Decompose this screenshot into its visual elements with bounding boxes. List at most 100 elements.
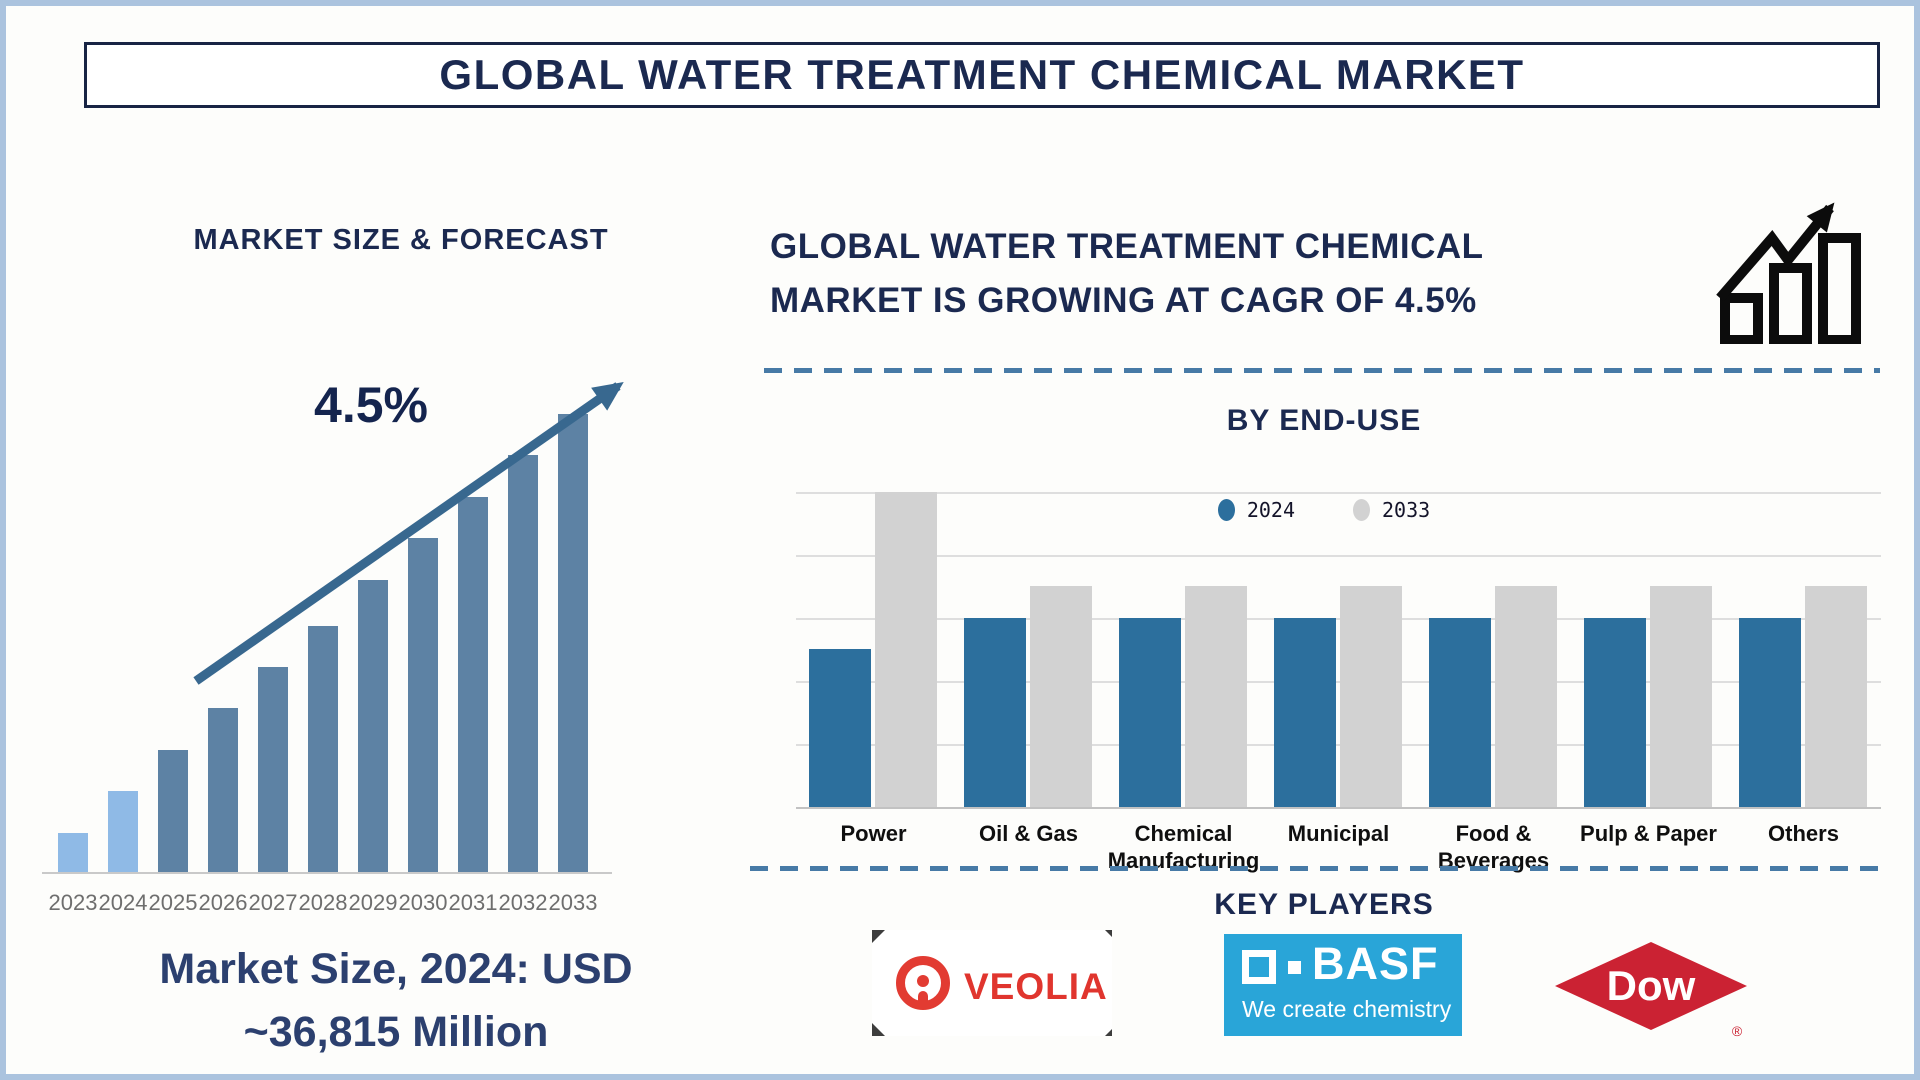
forecast-bar-2033 — [558, 414, 588, 874]
forecast-bar-2024 — [108, 791, 138, 874]
dow-diamond-icon — [1555, 942, 1747, 1030]
cagr-annotation: 4.5% — [314, 377, 428, 433]
key-players-title: KEY PLAYERS — [1214, 888, 1434, 921]
enduse-gridline — [796, 618, 1881, 620]
growth-bars-arrow-icon — [1716, 202, 1861, 344]
forecast-year-label: 2032 — [498, 890, 548, 915]
enduse-bar-2024 — [809, 649, 871, 807]
enduse-bar-2024 — [1429, 618, 1491, 807]
forecast-year-label: 2029 — [348, 890, 398, 915]
legend-label-2024: 2024 — [1246, 498, 1295, 522]
enduse-category-label: Municipal — [1287, 821, 1390, 846]
enduse-group-food-beverages — [1416, 492, 1571, 807]
forecast-year-label: 2025 — [148, 890, 198, 915]
enduse-group-municipal — [1261, 492, 1416, 807]
enduse-group-others — [1726, 492, 1881, 807]
enduse-bar-2033 — [1030, 586, 1092, 807]
enduse-bar-2033 — [1805, 586, 1867, 807]
enduse-bar-2033 — [1495, 586, 1557, 807]
crop-mark-icon — [1105, 1029, 1112, 1036]
cagr-headline-line2: MARKET IS GROWING AT CAGR OF 4.5% — [770, 281, 1477, 320]
forecast-section-title: MARKET SIZE & FORECAST — [193, 224, 609, 256]
market-size-caption-line1: Market Size, 2024: USD — [159, 945, 633, 993]
enduse-category-label: Power — [840, 821, 907, 846]
basf-tagline: We create chemistry — [1242, 996, 1452, 1022]
enduse-bar-2024 — [964, 618, 1026, 807]
forecast-year-label: 2027 — [248, 890, 298, 915]
forecast-year-labels: 2023 2024 2025 2026 2027 2028 2029 2030 2031 2032… — [49, 890, 612, 916]
dow-logo: Dow ® — [1555, 942, 1747, 1039]
enduse-bar-2033 — [875, 492, 937, 807]
enduse-group-pulp-paper — [1571, 492, 1726, 807]
forecast-bar-2025 — [158, 750, 188, 874]
section-divider-bottom — [750, 866, 1880, 871]
enduse-gridline — [796, 555, 1881, 557]
basf-squares-icon — [1242, 950, 1276, 984]
trend-arrow-icon — [193, 381, 624, 685]
forecast-bar-chart — [52, 414, 602, 874]
crop-mark-icon — [872, 1023, 885, 1036]
enduse-bar-2024 — [1119, 618, 1181, 807]
forecast-year-label: 2026 — [198, 890, 248, 915]
enduse-bar-2024 — [1739, 618, 1801, 807]
forecast-bar-2032 — [508, 455, 538, 874]
forecast-year-label: 2033 — [548, 890, 598, 915]
veolia-logo: VEOLIA — [872, 930, 1112, 1036]
enduse-baseline — [796, 807, 1881, 809]
legend-item-2033: 2033 — [1353, 498, 1430, 522]
basf-wordmark: BASF — [1312, 938, 1439, 989]
forecast-year-label: 2028 — [298, 890, 348, 915]
forecast-bar-2028 — [308, 626, 338, 874]
forecast-bar-2023 — [58, 833, 88, 874]
forecast-year-label: 2030 — [398, 890, 448, 915]
forecast-bar-2031 — [458, 497, 488, 874]
enduse-bar-2033 — [1650, 586, 1712, 807]
veolia-ring-icon — [896, 956, 950, 1010]
crop-mark-icon — [872, 930, 885, 943]
veolia-figure-head — [917, 975, 929, 987]
title-banner: GLOBAL WATER TREATMENT CHEMICAL MARKET — [84, 42, 1880, 108]
forecast-year-label: 2031 — [448, 890, 498, 915]
enduse-bar-chart — [796, 492, 1881, 809]
enduse-group-power — [796, 492, 951, 807]
enduse-category-label: Others — [1768, 821, 1839, 846]
cagr-headline: GLOBAL WATER TREATMENT CHEMICAL MARKET I… — [770, 220, 1710, 328]
enduse-gridline — [796, 681, 1881, 683]
legend-label-2033: 2033 — [1382, 498, 1431, 522]
basf-logo: BASF We create chemistry — [1224, 934, 1462, 1036]
enduse-group-chemical-manufacturing — [1106, 492, 1261, 807]
crop-mark-icon — [1105, 930, 1112, 937]
enduse-gridline — [796, 492, 1881, 494]
forecast-bar-2026 — [208, 708, 238, 874]
forecast-bar-2030 — [408, 538, 438, 874]
enduse-group-oil-gas — [951, 492, 1106, 807]
page-title: GLOBAL WATER TREATMENT CHEMICAL MARKET — [439, 51, 1525, 98]
enduse-bar-2033 — [1340, 586, 1402, 807]
forecast-bar-2029 — [358, 580, 388, 874]
legend-item-2024: 2024 — [1217, 498, 1295, 522]
legend-dot-2033-icon — [1353, 499, 1370, 521]
enduse-section-title: BY END-USE — [1226, 404, 1422, 437]
forecast-year-label: 2023 — [48, 890, 98, 915]
enduse-bar-2033 — [1185, 586, 1247, 807]
market-size-caption: Market Size, 2024: USD ~36,815 Million — [66, 938, 726, 1064]
dow-registered-mark: ® — [1732, 1023, 1743, 1039]
basf-square-fill-icon — [1288, 961, 1301, 974]
dow-wordmark: Dow — [1607, 962, 1696, 1009]
enduse-gridline — [796, 744, 1881, 746]
enduse-category-label: Pulp & Paper — [1580, 821, 1717, 846]
forecast-bar-2027 — [258, 667, 288, 874]
enduse-category-label: Oil & Gas — [978, 821, 1079, 846]
enduse-legend: 2024 2033 — [764, 498, 1884, 522]
forecast-x-axis — [42, 872, 612, 874]
market-size-caption-line2: ~36,815 Million — [243, 1008, 549, 1056]
enduse-bar-2024 — [1274, 618, 1336, 807]
legend-dot-2024-icon — [1217, 499, 1235, 521]
section-divider-top — [764, 368, 1880, 373]
veolia-figure-body — [918, 991, 928, 1005]
veolia-wordmark: VEOLIA — [964, 966, 1108, 1007]
enduse-bar-2024 — [1584, 618, 1646, 807]
forecast-year-label: 2024 — [98, 890, 148, 915]
cagr-headline-line1: GLOBAL WATER TREATMENT CHEMICAL — [770, 227, 1484, 266]
